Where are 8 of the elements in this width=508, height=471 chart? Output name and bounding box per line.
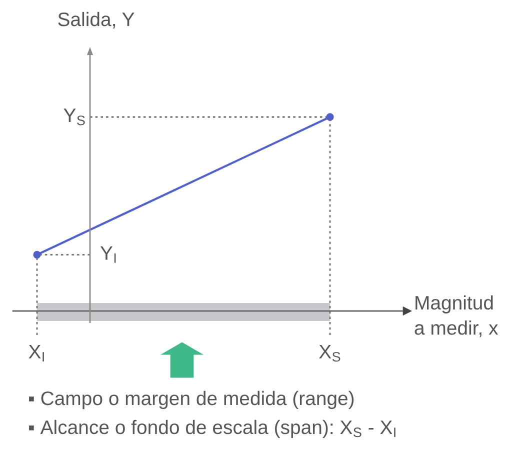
x-tick-label: X$_{S}$ [319, 345, 340, 362]
ref-line-label: Y$_{I}$ [100, 246, 116, 263]
text: ▪ Alcance o fondo de escala (span): X$_{S}$ - X$_{I}$ [29, 420, 396, 438]
y-axis-title: Salida, Y [58, 12, 134, 29]
text: ▪ Campo o margen de medida (range) [29, 390, 354, 410]
ref-line-label: Y$_{S}$ [64, 108, 85, 126]
x-axis-title: Magnitud a medir, x [414, 295, 498, 338]
x-tick-label: X$_{I}$ [28, 345, 44, 362]
